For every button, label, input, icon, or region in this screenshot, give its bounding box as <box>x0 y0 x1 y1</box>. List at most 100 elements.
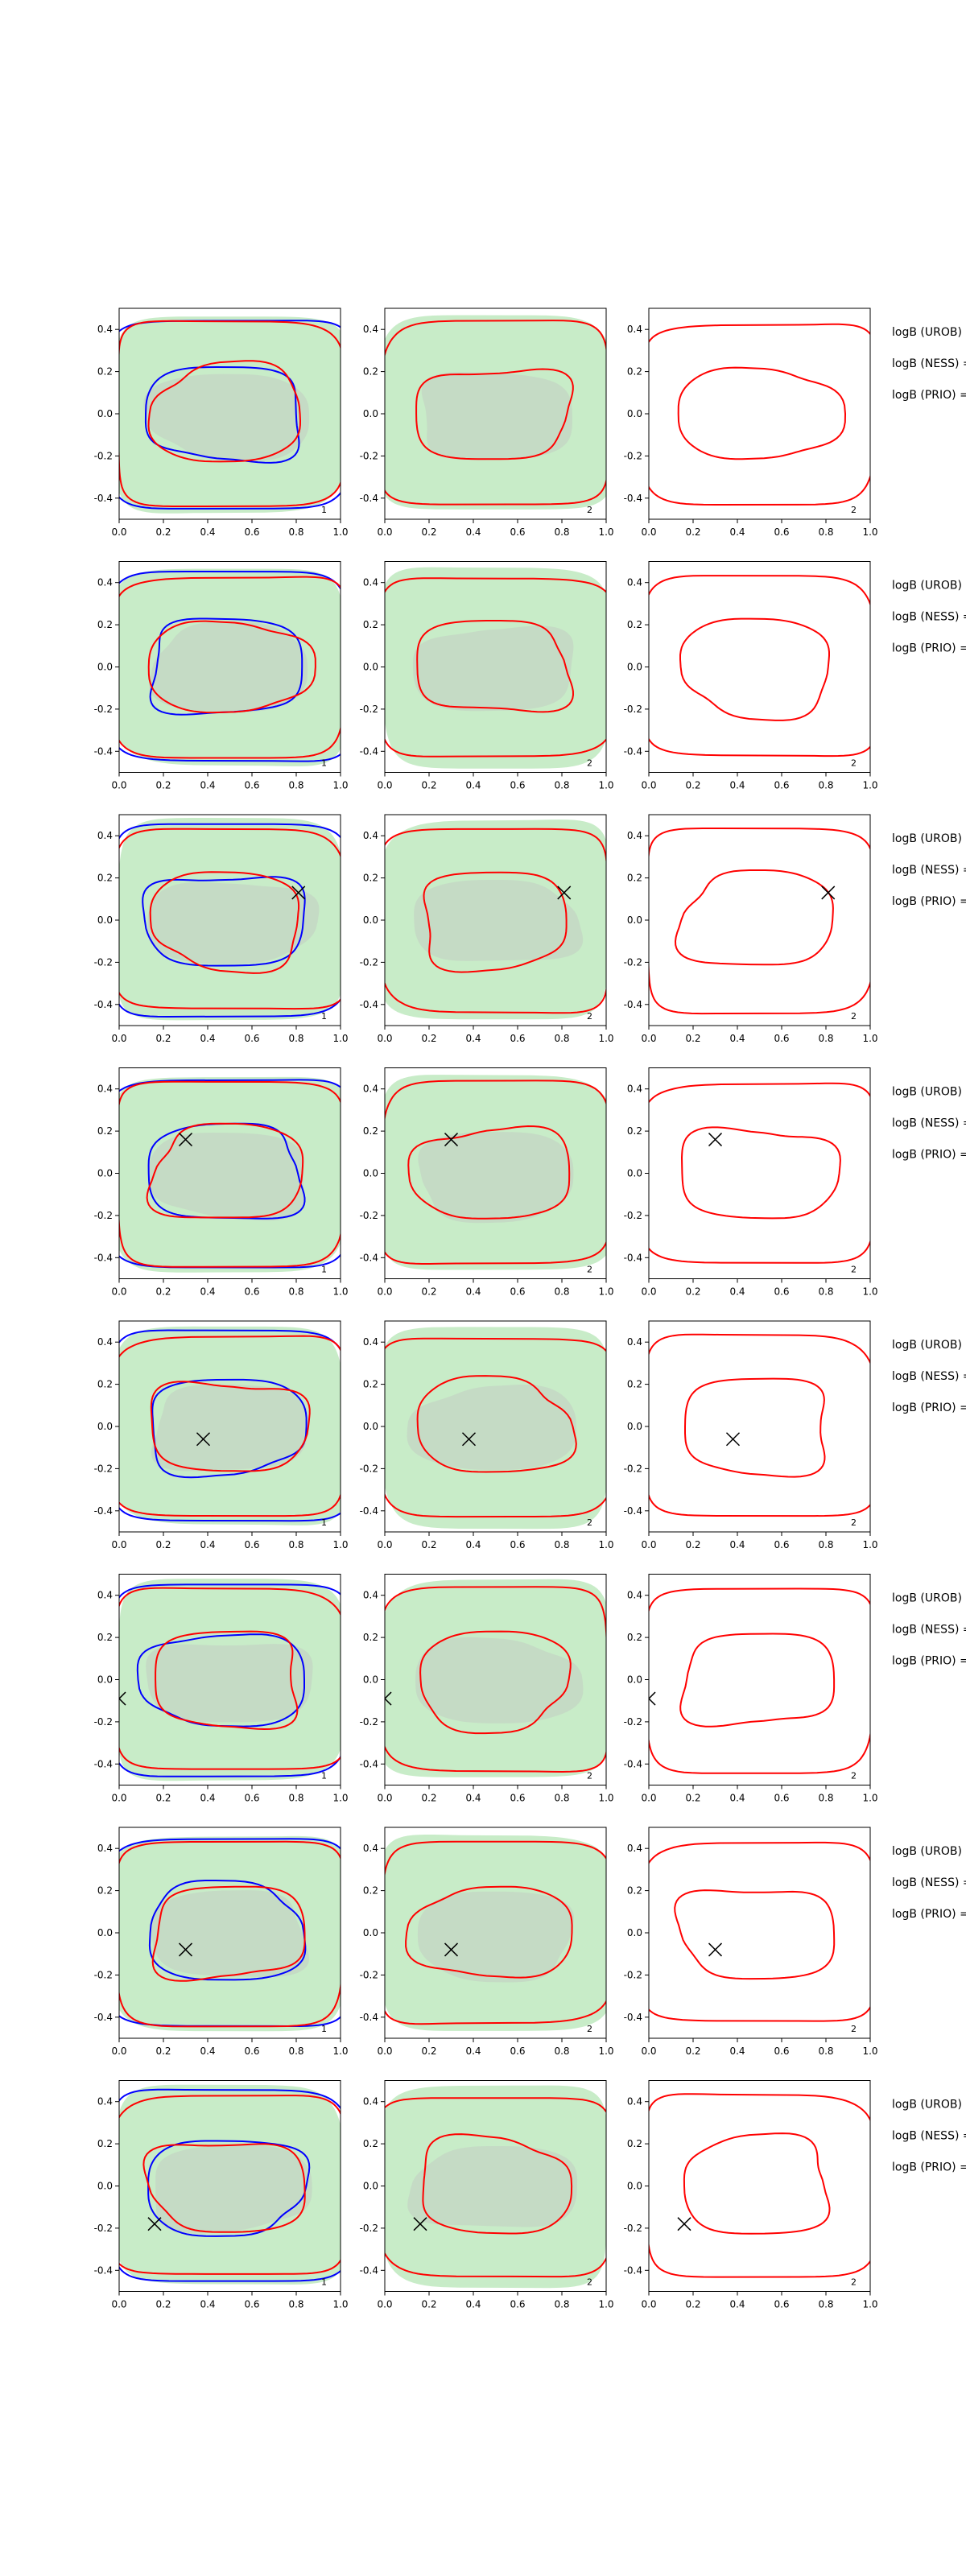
y-tick-label: -0.2 <box>360 956 378 968</box>
y-tick-label: -0.4 <box>360 1505 378 1517</box>
panel-number-label: 1 <box>321 1265 327 1275</box>
x-tick-label: 0.2 <box>685 1286 700 1298</box>
y-tick-label: -0.4 <box>94 999 113 1010</box>
y-tick-label: 0.2 <box>627 1885 642 1897</box>
row-logb-label: logB (UROB) = <box>892 2099 966 2112</box>
marker-x <box>413 2217 427 2231</box>
panel-number-label: 1 <box>321 2277 327 2288</box>
panel-number-label: 2 <box>851 758 857 769</box>
y-tick-label: 0.0 <box>627 914 642 926</box>
x-tick-label: 0.4 <box>200 2046 215 2057</box>
x-tick-label: 0.0 <box>111 1793 126 1804</box>
red-inner-contour <box>684 1377 826 1478</box>
panel-r1-c1: 0.0 0.2 0.4 0.6 0.8 1.0 -0.4 -0.2 0.0 0.2 0.4 1 <box>94 308 349 538</box>
y-tick-label: 0.0 <box>363 408 378 419</box>
panel-number-label: 1 <box>321 2024 327 2034</box>
x-tick-label: 1.0 <box>598 1033 613 1044</box>
x-tick-label: 0.2 <box>421 526 436 538</box>
panel-plot-area <box>119 568 341 766</box>
y-tick-label: -0.2 <box>624 450 642 461</box>
inner-density-region <box>155 2145 312 2234</box>
x-tick-label: 0.8 <box>288 1793 303 1804</box>
x-tick-label: 0.8 <box>554 526 569 538</box>
blue-inner-contour <box>136 1633 305 1728</box>
y-tick-label: 0.2 <box>97 366 113 378</box>
row-logb-label: logB (NESS) = <box>892 2130 966 2143</box>
y-tick-label: 0.2 <box>363 1125 378 1137</box>
blue-outer-contour <box>119 1079 341 1269</box>
panel-number-label: 2 <box>587 2024 592 2034</box>
x-tick-label: 0.0 <box>377 1033 392 1044</box>
y-tick-label: -0.4 <box>360 745 378 757</box>
x-tick-label: 0.8 <box>818 2299 833 2310</box>
red-inner-contour <box>147 360 302 463</box>
y-tick-label: -0.2 <box>94 1716 113 1728</box>
panel-r6-c1: 0.0 0.2 0.4 0.6 0.8 1.0 -0.4 -0.2 0.0 0.2 0.4 1 <box>94 1574 349 1804</box>
y-tick-label: -0.2 <box>360 450 378 461</box>
x-tick-label: 0.6 <box>510 780 525 791</box>
x-tick-label: 0.4 <box>729 1286 745 1298</box>
marker-x <box>178 1942 193 1957</box>
x-tick-label: 0.0 <box>641 2046 656 2057</box>
x-tick-label: 0.2 <box>155 1286 171 1298</box>
y-tick-label: -0.4 <box>94 493 113 504</box>
panel-plot-area <box>649 1841 870 2022</box>
x-tick-label: 1.0 <box>598 2299 613 2310</box>
panel-r6-c2: 0.0 0.2 0.4 0.6 0.8 1.0 -0.4 -0.2 0.0 0.2 0.4 2 <box>360 1574 614 1804</box>
panel-number-label: 2 <box>851 2024 857 2034</box>
red-inner-contour <box>415 368 574 460</box>
red-outer-contour <box>119 1840 341 2028</box>
y-tick-label: 0.4 <box>363 1843 378 1854</box>
y-tick-label: -0.2 <box>624 2223 642 2234</box>
x-tick-label: 0.8 <box>288 1539 303 1550</box>
x-tick-label: 0.6 <box>774 1539 789 1550</box>
x-tick-label: 0.0 <box>377 2046 392 2057</box>
marker-x <box>677 2217 691 2231</box>
panel-plot-area <box>649 1082 870 1264</box>
y-tick-label: -0.4 <box>360 493 378 504</box>
y-tick-label: 0.2 <box>363 1885 378 1897</box>
y-tick-label: 0.0 <box>627 408 642 419</box>
x-tick-label: 0.0 <box>641 780 656 791</box>
y-tick-label: 0.4 <box>97 1843 113 1854</box>
panel-number-label: 1 <box>321 758 327 769</box>
x-tick-label: 0.0 <box>111 526 126 538</box>
x-tick-label: 0.4 <box>465 1286 481 1298</box>
x-tick-label: 1.0 <box>332 2299 348 2310</box>
red-outer-contour <box>649 323 870 506</box>
y-tick-label: 0.0 <box>97 1421 113 1432</box>
panel-number-label: 2 <box>587 505 592 515</box>
inner-density-region <box>417 1891 574 1983</box>
x-tick-label: 0.0 <box>641 1793 656 1804</box>
x-tick-label: 0.2 <box>421 2046 436 2057</box>
x-tick-label: 0.2 <box>155 2046 171 2057</box>
row-logb-label: logB (NESS) = <box>892 1876 966 1889</box>
row-logb-label: logB (NESS) = <box>892 611 966 624</box>
marker-x <box>444 1133 459 1147</box>
y-tick-label: 0.4 <box>97 1590 113 1601</box>
row-logb-label: logB (UROB) = <box>892 832 966 845</box>
blue-inner-contour <box>149 617 303 716</box>
red-inner-contour <box>683 2132 831 2235</box>
marker-x <box>461 1432 477 1447</box>
x-tick-label: 0.8 <box>554 1033 569 1044</box>
x-tick-label: 0.0 <box>377 1793 392 1804</box>
y-tick-label: 0.4 <box>97 1336 113 1348</box>
y-tick-label: 0.2 <box>97 1125 113 1137</box>
red-inner-contour <box>680 1126 841 1220</box>
y-tick-label: -0.2 <box>624 704 642 715</box>
x-tick-label: 0.6 <box>774 2299 789 2310</box>
marker-x <box>708 1942 723 1957</box>
x-tick-label: 0.6 <box>244 1539 259 1550</box>
red-outer-contour <box>119 828 341 1010</box>
row-logb-label: logB (NESS) = <box>892 357 966 370</box>
red-inner-contour <box>146 1122 304 1219</box>
x-tick-label: 1.0 <box>598 526 613 538</box>
y-tick-label: -0.4 <box>360 1758 378 1769</box>
x-tick-label: 0.2 <box>685 780 700 791</box>
y-tick-label: 0.0 <box>97 2181 113 2192</box>
y-tick-label: 0.4 <box>627 324 642 335</box>
panel-number-label: 2 <box>587 1011 592 1022</box>
y-tick-label: -0.4 <box>360 1252 378 1263</box>
x-tick-label: 0.6 <box>244 780 259 791</box>
